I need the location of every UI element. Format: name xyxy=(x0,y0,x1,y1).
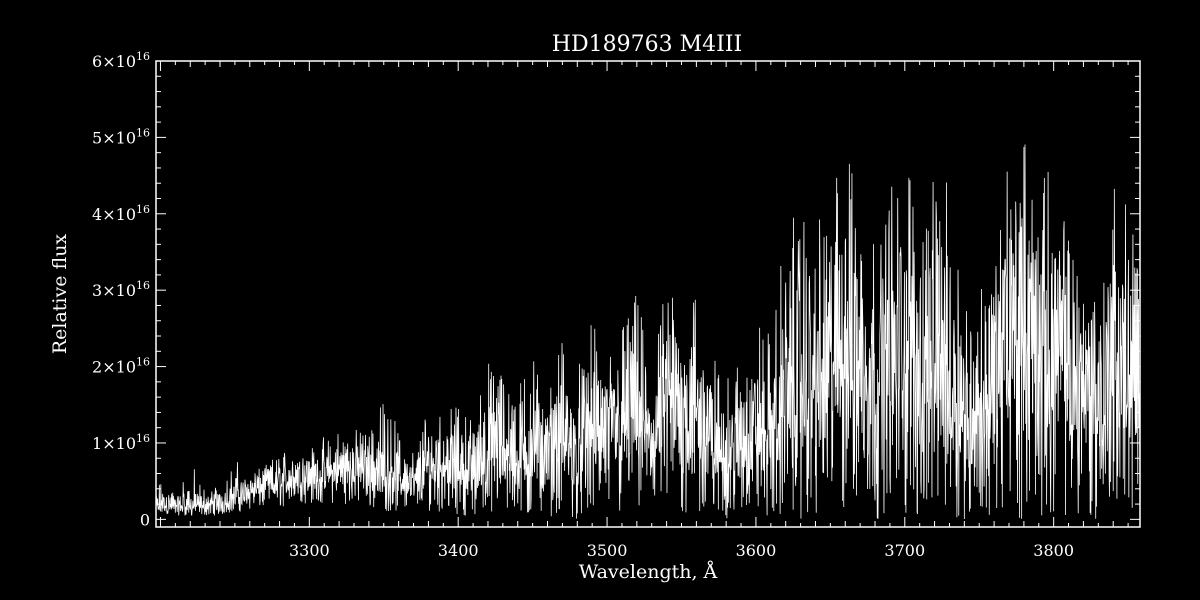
x-tick-label: 3700 xyxy=(884,541,925,560)
y-tick-label: 6×1016 xyxy=(92,50,150,71)
chart-title: HD189763 M4III xyxy=(552,32,742,57)
y-tick-label: 4×1016 xyxy=(92,203,150,224)
x-tick-label: 3300 xyxy=(289,541,330,560)
x-axis-ticks: 3300 3400 3500 3600 3700 3800 xyxy=(159,61,1129,560)
y-axis-label: Relative flux xyxy=(49,234,71,355)
x-tick-label: 3600 xyxy=(736,541,777,560)
spectrum-series xyxy=(156,144,1140,520)
plot-frame xyxy=(155,60,1141,528)
y-tick-label: 2×1016 xyxy=(92,356,150,377)
spectrum-line xyxy=(156,144,1140,520)
x-axis-label: Wavelength, Å xyxy=(579,561,718,583)
x-tick-label: 3500 xyxy=(587,541,628,560)
y-axis-ticks: 0 1×1016 2×1016 3×1016 4×1016 5×1016 6×1016 xyxy=(92,50,1140,529)
x-tick-label: 3400 xyxy=(438,541,479,560)
x-tick-label: 3800 xyxy=(1033,541,1074,560)
y-tick-label: 3×1016 xyxy=(92,279,150,300)
y-tick-label: 5×1016 xyxy=(92,126,150,147)
y-tick-label: 0 xyxy=(140,510,150,529)
y-tick-label: 1×1016 xyxy=(92,432,150,453)
